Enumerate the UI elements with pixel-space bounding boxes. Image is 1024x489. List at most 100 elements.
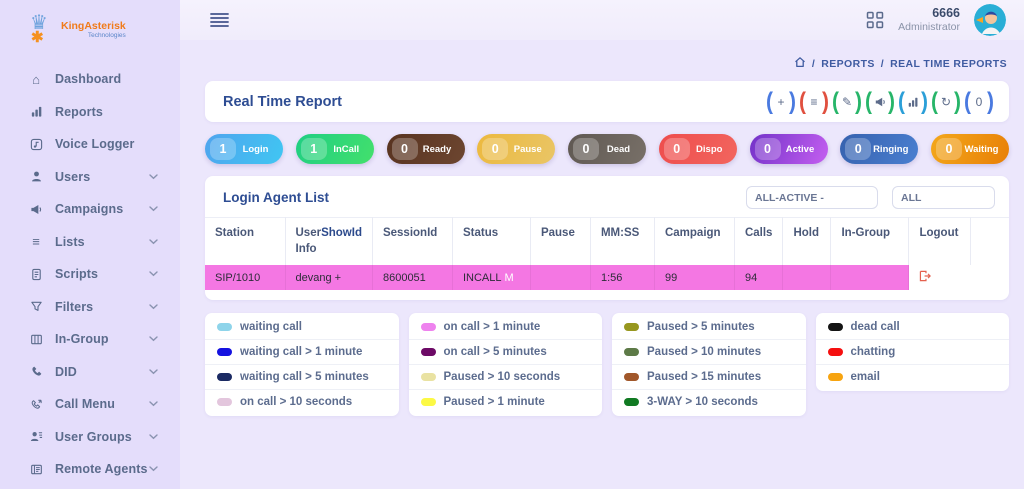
legend-card-waiting: waiting call waiting call > 1 minute wai… — [205, 313, 399, 417]
brand-logo[interactable]: ♛ ✱ KingAsterisk Technologies — [0, 0, 180, 55]
cell-session: 8600051 — [372, 265, 453, 291]
breadcrumb: / REPORTS / REAL TIME REPORTS — [205, 40, 1009, 81]
sidebar-item-scripts[interactable]: Scripts — [0, 258, 180, 291]
refresh-button[interactable]: ( ↻ ) — [931, 88, 961, 115]
sidebar-item-dashboard[interactable]: ⌂ Dashboard — [0, 63, 180, 96]
col-station: Station — [205, 217, 286, 266]
add-button[interactable]: ( + ) — [766, 88, 796, 115]
logout-icon[interactable] — [919, 270, 932, 282]
legend-item: dead call — [815, 315, 1009, 341]
legend-item: Paused > 15 minutes — [612, 365, 806, 391]
chevron-down-icon — [149, 174, 158, 180]
sidebar-item-lists[interactable]: ≡ Lists — [0, 226, 180, 259]
hamburger-menu-icon[interactable] — [210, 12, 229, 28]
color-swatch — [217, 348, 232, 357]
sidebar-item-in-group[interactable]: In-Group — [0, 323, 180, 356]
bar-chart-icon — [28, 104, 44, 120]
apps-grid-icon[interactable] — [866, 11, 884, 29]
color-swatch — [217, 373, 232, 382]
col-pause: Pause — [530, 217, 591, 266]
badge-active[interactable]: 0 Active — [749, 134, 828, 164]
badge-waiting[interactable]: 0 Waiting — [931, 134, 1009, 164]
color-swatch — [624, 323, 639, 332]
sidebar-item-did[interactable]: DID — [0, 356, 180, 389]
legend-item: Paused > 1 minute — [409, 390, 603, 414]
agent-row[interactable]: SIP/1010 devang + 8600051 INCALL M 1:56 9… — [205, 265, 1009, 291]
user-menu[interactable]: 6666 Administrator — [898, 6, 960, 34]
list-icon: ≡ — [810, 94, 818, 109]
home-icon[interactable] — [794, 56, 806, 71]
sidebar-item-reports[interactable]: Reports — [0, 96, 180, 129]
col-mmss: MM:SS — [590, 217, 655, 266]
page-title: Real Time Report — [223, 93, 342, 110]
sidebar-item-voice-logger[interactable]: Voice Logger — [0, 128, 180, 161]
legend-item: waiting call — [205, 315, 399, 341]
topbar: 6666 Administrator — [180, 0, 1024, 40]
sidebar-item-campaigns[interactable]: Campaigns — [0, 193, 180, 226]
bar-chart-icon — [905, 96, 921, 108]
phone-icon — [28, 364, 44, 380]
user-icon — [28, 169, 44, 185]
status-badges: 1 Login 1 InCall 0 Ready 0 Pause 0 Dea — [205, 134, 1009, 164]
content: / REPORTS / REAL TIME REPORTS Real Time … — [180, 40, 1024, 489]
counter-button[interactable]: ( 0 ) — [964, 88, 994, 115]
col-ingroup: In-Group — [830, 217, 910, 266]
agent-list-title: Login Agent List — [223, 190, 329, 205]
login-agent-list-card: Login Agent List Station UserS — [205, 176, 1009, 301]
cell-status: INCALL M — [452, 265, 531, 291]
chevron-down-icon — [149, 239, 158, 245]
badge-login[interactable]: 1 Login — [205, 134, 283, 164]
sidebar-item-user-groups[interactable]: User Groups — [0, 421, 180, 454]
legend-item: chatting — [815, 340, 1009, 366]
breadcrumb-real-time-reports[interactable]: REAL TIME REPORTS — [890, 57, 1007, 70]
brand-sub: Technologies — [87, 32, 126, 40]
avatar[interactable] — [974, 4, 1006, 36]
badge-pause[interactable]: 0 Pause — [477, 134, 556, 164]
zero-count: 0 — [975, 94, 983, 109]
badge-ringing[interactable]: 0 Ringing — [840, 134, 919, 164]
sidebar-item-remote-agents[interactable]: Remote Agents — [0, 453, 180, 486]
funnel-icon — [28, 299, 44, 315]
report-toolbar: ( + ) ( ≡ ) ( ✎ ) ( — [765, 88, 995, 115]
color-swatch — [827, 373, 843, 382]
badge-dead[interactable]: 0 Dead — [568, 134, 646, 164]
col-status: Status — [452, 217, 531, 266]
color-swatch — [624, 373, 639, 382]
crown-asterisk-icon: ♛ ✱ — [30, 12, 48, 46]
legend-item: waiting call > 5 minutes — [205, 365, 399, 391]
color-swatch — [420, 348, 436, 357]
col-calls: Calls — [734, 217, 784, 266]
legend-item: waiting call > 1 minute — [205, 340, 399, 366]
legend-item: Paused > 10 minutes — [612, 340, 806, 366]
legend-item: email — [816, 365, 1010, 389]
color-swatch — [827, 348, 843, 357]
list-button[interactable]: ( ≡ ) — [799, 88, 829, 115]
cell-campaign: 99 — [654, 265, 735, 291]
col-user: UserShowId Info — [285, 217, 373, 266]
badge-dispo[interactable]: 0 Dispo — [658, 134, 737, 164]
edit-button[interactable]: ( ✎ ) — [832, 88, 862, 115]
col-session: SessionId — [372, 217, 453, 266]
campaign-button[interactable]: ( ) — [865, 88, 895, 115]
legend-item: Paused > 10 seconds — [408, 365, 602, 391]
stats-button[interactable]: ( ) — [898, 88, 928, 115]
legend-card-paused: Paused > 5 minutes Paused > 10 minutes P… — [612, 313, 806, 417]
sidebar-item-users[interactable]: Users — [0, 161, 180, 194]
color-swatch — [827, 323, 843, 332]
chevron-down-icon — [149, 304, 158, 310]
show-id-link[interactable]: ShowId — [321, 227, 362, 239]
campaign-filter-input[interactable] — [746, 186, 878, 209]
chevron-down-icon — [149, 466, 158, 472]
chevron-down-icon — [149, 401, 158, 407]
badge-incall[interactable]: 1 InCall — [295, 134, 374, 164]
chevron-down-icon — [149, 369, 158, 375]
group-filter-input[interactable] — [892, 186, 995, 209]
cell-ingroup — [830, 265, 910, 291]
col-campaign: Campaign — [654, 217, 735, 266]
badge-ready[interactable]: 0 Ready — [386, 134, 465, 164]
sidebar-item-call-menu[interactable]: Call Menu — [0, 388, 180, 421]
breadcrumb-reports[interactable]: REPORTS — [821, 57, 875, 70]
sidebar-item-filters[interactable]: Filters — [0, 291, 180, 324]
col-hold: Hold — [782, 217, 832, 266]
user-role: Administrator — [898, 21, 960, 34]
